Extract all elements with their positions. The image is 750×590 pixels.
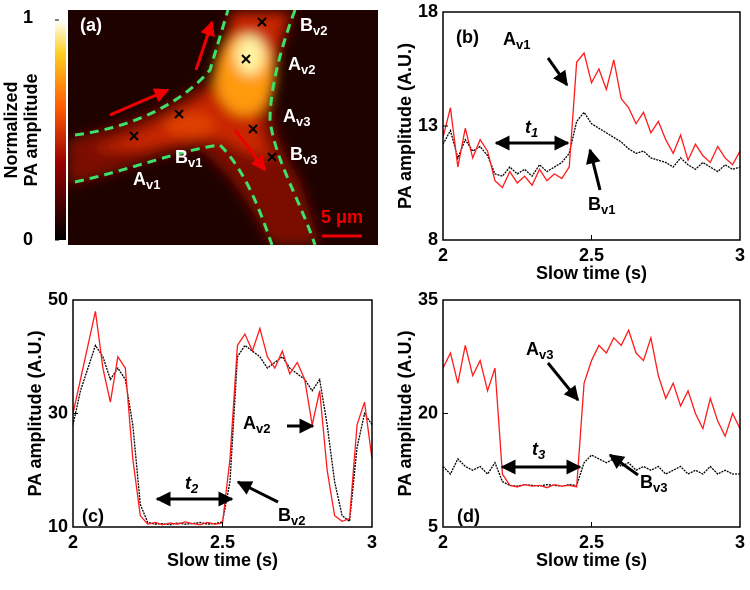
x-tick-label: 2: [68, 532, 78, 552]
line-series: [73, 311, 372, 526]
x-tick-label: 3: [367, 532, 377, 552]
y-tick-label: 5: [428, 516, 438, 536]
annotation: Bv1: [588, 194, 615, 218]
annotation-sub: v1: [146, 177, 160, 192]
y-axis-label: PA amplitude (A.U.): [395, 43, 415, 209]
arrow: [585, 148, 602, 191]
panel-a-image: [68, 10, 378, 245]
annotation: Bv3: [290, 144, 317, 168]
annotation-main: B: [175, 147, 188, 167]
annotation: t1: [525, 117, 538, 141]
arrow: [546, 57, 569, 87]
annotation-main: B: [588, 194, 601, 214]
annotation: Bv2: [278, 505, 305, 529]
annotation: t2: [185, 473, 199, 497]
annotation: Av3: [283, 106, 310, 130]
x-tick-label: 2.5: [210, 532, 235, 552]
plot-lines: [443, 51, 740, 189]
annotation-sub: v2: [291, 513, 305, 528]
panel-label: (b): [456, 27, 479, 47]
y-tick-label: 35: [418, 289, 438, 309]
annotation: Bv2: [300, 15, 327, 39]
annotation-main: A: [243, 413, 256, 433]
line-series: [73, 343, 372, 526]
annotation-main: B: [300, 15, 313, 35]
y-axis-label: PA amplitude (A.U.): [395, 330, 415, 496]
annotation-main: t: [185, 473, 192, 493]
annotation-main: B: [290, 144, 303, 164]
y-tick-label: 8: [428, 229, 438, 249]
x-axis-label: Slow time (s): [536, 550, 647, 570]
annotation: Bv1: [175, 147, 202, 171]
x-tick-label: 3: [735, 532, 745, 552]
arrow: [236, 480, 279, 504]
colorbar-tick-label: 1: [23, 7, 33, 27]
annotation-sub: v2: [301, 62, 315, 77]
x-tick-label: 2: [438, 532, 448, 552]
scalebar-label: 5 μm: [321, 207, 363, 227]
annotation-sub: v3: [296, 114, 310, 129]
annotation-main: B: [278, 505, 291, 525]
panel-label: (c): [82, 506, 104, 526]
colorbar-label: Normalized: [1, 81, 21, 178]
line-series: [443, 51, 740, 189]
x-axis-label: Slow time (s): [536, 263, 647, 283]
annotation-sub: v2: [313, 23, 327, 38]
colorbar-tick-label: 0: [23, 229, 33, 249]
annotation-main: t: [525, 117, 532, 137]
annotation: Av1: [503, 29, 530, 53]
annotation-main: t: [532, 439, 539, 459]
annotation-sub: 1: [531, 125, 538, 140]
annotation: t3: [532, 439, 546, 463]
annotation-main: A: [526, 339, 539, 359]
annotation-main: A: [133, 169, 146, 189]
y-tick-label: 18: [418, 1, 438, 21]
line-series: [443, 111, 740, 178]
annotation-main: B: [640, 472, 653, 492]
line-series: [443, 454, 740, 487]
annotation-sub: v1: [188, 155, 202, 170]
plot-lines: [73, 311, 372, 526]
annotation-main: A: [288, 54, 301, 74]
annotation-sub: v3: [539, 347, 553, 362]
colorbar: [55, 20, 66, 240]
y-tick-label: 13: [418, 115, 438, 135]
annotation: Av3: [526, 339, 553, 363]
annotation: Av2: [243, 413, 270, 437]
plot-lines: [443, 328, 740, 489]
annotation-sub: 3: [538, 447, 546, 462]
annotation-sub: v3: [303, 152, 317, 167]
annotation-sub: v1: [516, 37, 530, 52]
x-tick-label: 2: [438, 245, 448, 265]
y-axis-label: PA amplitude (A.U.): [25, 330, 45, 496]
line-series: [443, 328, 740, 489]
annotation-sub: v3: [653, 480, 667, 495]
annotation-main: A: [503, 29, 516, 49]
annotation: Bv3: [640, 472, 667, 496]
y-tick-label: 10: [48, 516, 68, 536]
annotation-sub: v1: [601, 202, 615, 217]
annotation: Av1: [133, 169, 160, 193]
y-tick-label: 50: [48, 289, 68, 309]
y-tick-label: 20: [418, 402, 438, 422]
arrow: [546, 362, 580, 402]
panel-label: (d): [457, 506, 480, 526]
panel-label: (a): [80, 15, 102, 35]
plot-frame: [72, 299, 373, 528]
x-tick-label: 3: [735, 245, 745, 265]
y-tick-label: 30: [48, 402, 68, 422]
x-tick-label: 2.5: [579, 245, 604, 265]
x-tick-label: 2.5: [579, 532, 604, 552]
annotation-main: A: [283, 106, 296, 126]
annotation: Av2: [288, 54, 315, 78]
x-axis-label: Slow time (s): [167, 550, 278, 570]
annotation-sub: 2: [190, 481, 199, 496]
colorbar-label: PA amplitude: [21, 73, 41, 186]
arrow: [608, 453, 639, 477]
annotation-sub: v2: [256, 421, 270, 436]
